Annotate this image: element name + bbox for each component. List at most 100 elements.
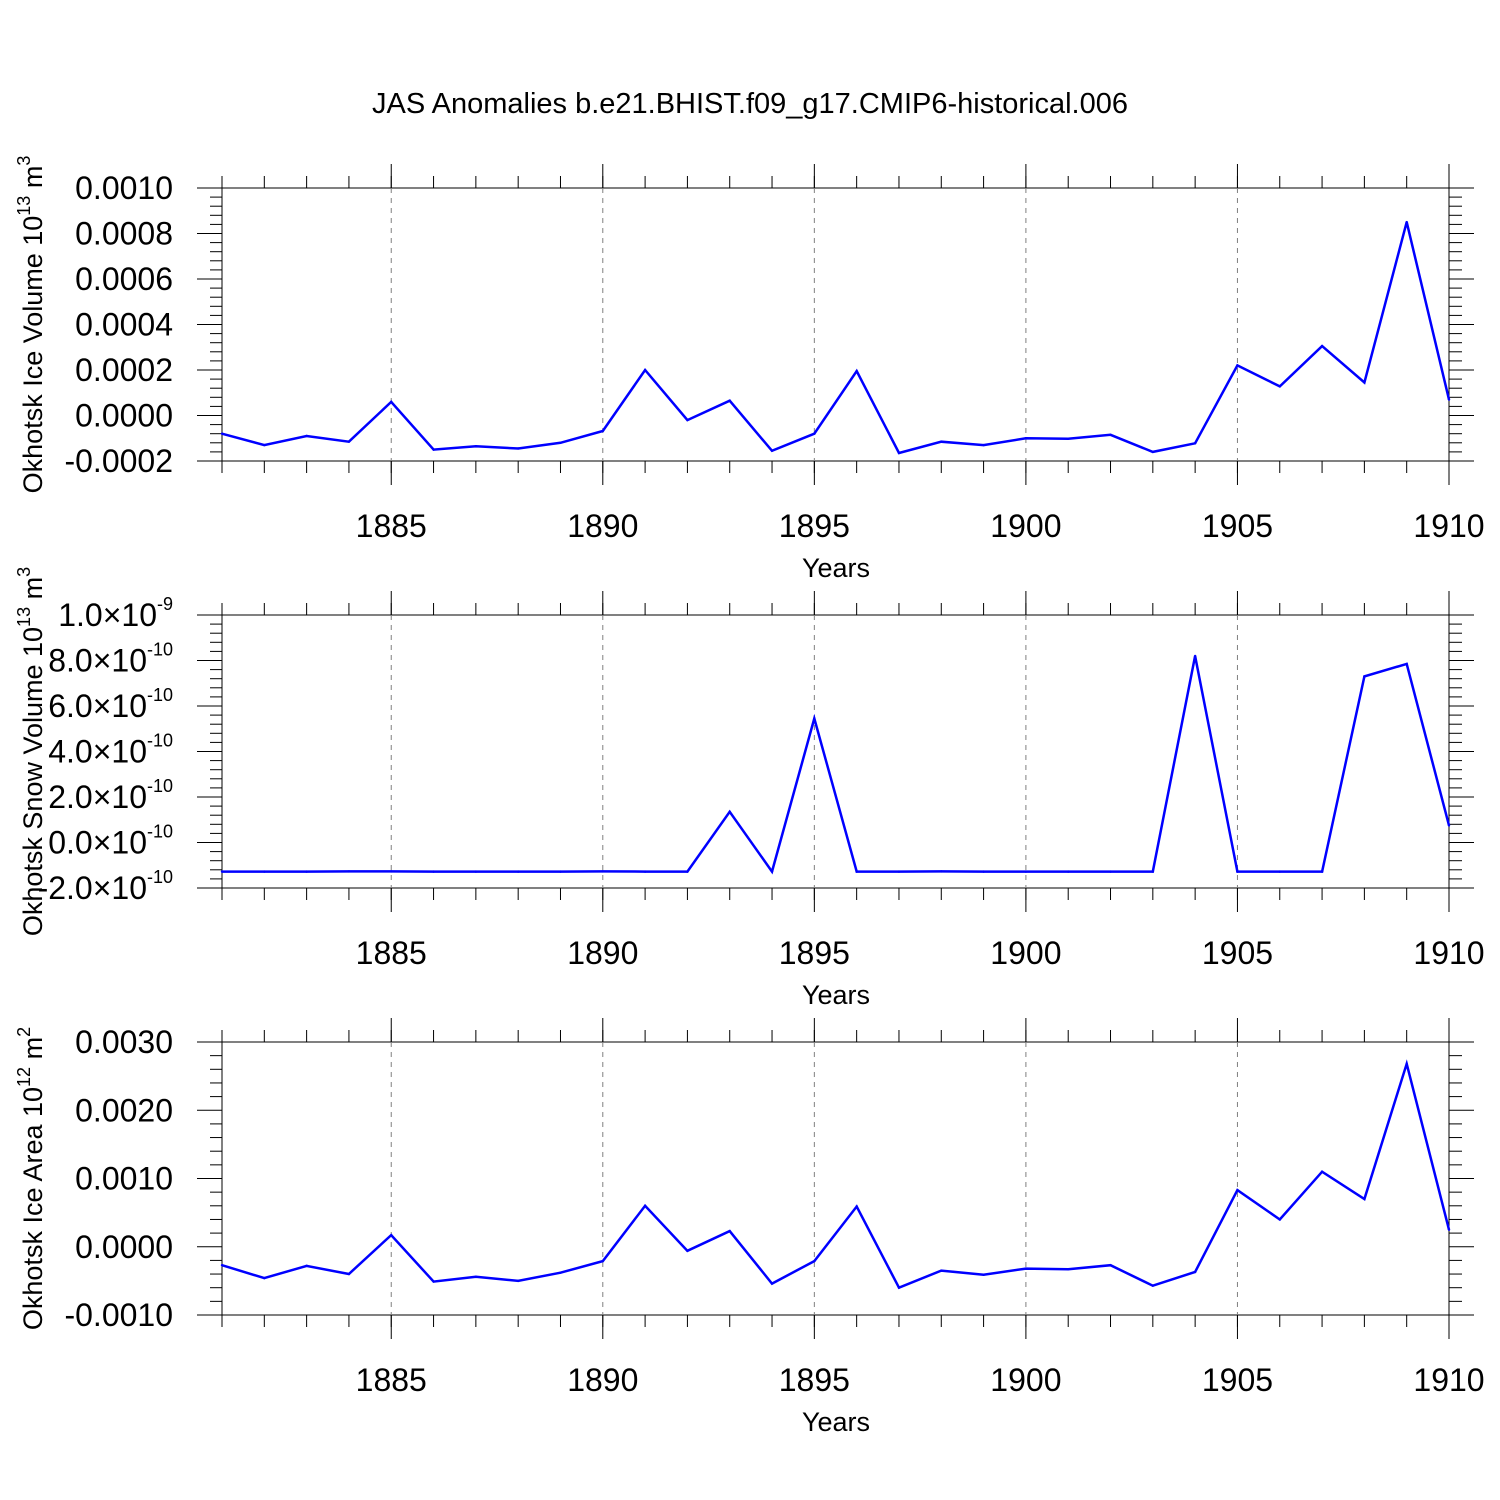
data-point [516,870,520,873]
data-point [390,400,393,404]
data-point [940,870,943,873]
data-point [855,870,858,873]
data-point [1024,437,1028,440]
y-axis-label: Okhotsk Snow Volume 1013 m3 [14,567,48,936]
y-axis-label-text: Okhotsk Ice Volume 10 [18,216,48,494]
y-tick-label: 0.0020 [75,1092,173,1128]
y-axis-label-exponent: 13 [14,196,34,216]
data-point [220,1263,224,1267]
x-tick-label: 1885 [356,508,427,544]
series-line-ice-volume [221,221,1451,455]
data-point [305,870,308,873]
y-tick-mantissa: -2.0 [38,870,93,906]
y-axis-label-unit: m [18,1037,48,1067]
y-tick-times: ×10 [93,734,147,770]
y-axis-label: Okhotsk Ice Volume 1013 m3 [14,156,48,494]
y-tick-label: 0.0030 [75,1024,173,1060]
x-tick-label: 1900 [990,1362,1061,1398]
y-axis-label-text: Okhotsk Snow Volume 10 [18,627,48,936]
x-tick-label: 1910 [1413,508,1484,544]
x-tick-label: 1905 [1202,508,1273,544]
data-point [728,810,731,813]
y-axis-label-exponent: 13 [14,607,34,627]
y-tick-label: 0.0008 [75,216,173,252]
data-point [728,399,731,402]
data-point [263,1276,266,1280]
data-point [1109,870,1112,873]
y-tick-label: 6.0×10-10 [48,685,173,724]
y-tick-label: 8.0×10-10 [48,640,173,679]
y-tick-mantissa: 8.0 [48,643,92,679]
data-point [686,870,689,873]
y-axis-label-unit: m [18,577,48,607]
y-tick-exponent: -10 [147,640,173,660]
y-tick-times: ×10 [93,825,147,861]
y-tick-exponent: -10 [147,731,173,751]
data-point [1363,675,1366,678]
data-point [432,1280,435,1283]
data-point [1320,344,1324,348]
data-point [982,870,985,873]
x-tick-label: 1895 [779,508,850,544]
y-tick-mantissa: 2.0 [48,779,92,815]
y-tick-exponent: -10 [147,776,173,796]
data-point [1024,870,1028,873]
data-point [813,432,816,435]
data-point [305,1264,308,1268]
y-tick-label: 4.0×10-10 [48,731,173,770]
data-point [1363,381,1366,384]
data-point [432,448,435,451]
panel-ice-area: 1885 1890 1895 1900 1905 1910 Years 0.0030 0.002… [14,1018,1485,1437]
data-point [855,1205,858,1208]
y-tick-mantissa: 6.0 [48,688,92,724]
data-point [1363,1197,1366,1201]
y-tick-label: 0.0×10-10 [48,822,173,861]
data-point [601,870,604,873]
x-tick-label: 1890 [567,935,638,971]
data-point [474,1275,478,1278]
data-point [390,1233,393,1237]
x-tick-label: 1905 [1202,1362,1273,1398]
y-tick-label: 0.0000 [75,1229,173,1265]
data-point [1278,1218,1281,1221]
data-point [643,1204,647,1208]
data-point [1193,654,1197,658]
x-tick-label: 1890 [567,508,638,544]
data-point [347,870,351,873]
data-point [1320,1170,1324,1173]
data-point [982,1273,985,1276]
data-point [1320,870,1324,873]
data-point [940,1269,943,1272]
data-point [1067,1268,1070,1271]
data-point [897,870,901,873]
data-point [601,1259,604,1263]
data-point [1151,450,1155,454]
data-point [601,429,604,433]
y-tick-label: -0.0002 [64,443,173,479]
x-tick-label: 1895 [779,935,850,971]
series-line-ice-area [221,1059,1451,1290]
data-point [347,1272,351,1276]
y-tick-label: 0.0006 [75,261,173,297]
data-point [770,1282,774,1285]
x-tick-label: 1900 [990,508,1061,544]
data-point [643,368,647,372]
data-point [1405,1062,1408,1066]
y-axis-label-unit-exponent: 3 [14,567,34,577]
y-tick-mantissa: 0.0 [48,825,92,861]
data-point [516,1279,520,1283]
x-axis-label: Years [802,1407,870,1437]
data-point [1193,1270,1197,1274]
data-point [728,1229,731,1233]
data-point [770,870,774,873]
data-point [897,1286,901,1289]
data-point [1405,220,1408,224]
y-axis-label-unit-exponent: 3 [14,156,34,166]
figure-title: JAS Anomalies b.e21.BHIST.f09_g17.CMIP6-… [372,88,1128,120]
data-point [559,870,562,873]
data-point [263,870,266,873]
y-tick-exponent: -9 [157,594,173,614]
series-line-snow-volume [222,655,1451,875]
y-axis-label-exponent: 12 [14,1067,34,1087]
